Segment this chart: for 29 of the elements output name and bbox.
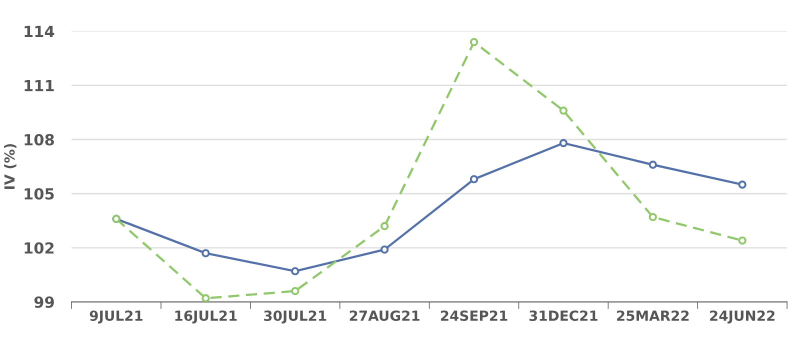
- point: [470, 175, 478, 184]
- point: [559, 106, 568, 115]
- y-tick-label: 114: [24, 26, 54, 38]
- y-tick-label: 105: [24, 188, 54, 200]
- y-tick-label: 108: [24, 134, 54, 146]
- x-tick-label: 24SEP21: [440, 310, 508, 321]
- x-tick-label: 27AUG21: [350, 310, 420, 321]
- x-tick-label: 25MAR22: [617, 310, 689, 321]
- x-tick-label: 24JUN22: [710, 310, 774, 324]
- point: [470, 38, 478, 46]
- point: [738, 236, 746, 245]
- y-tick-label: 102: [24, 242, 54, 254]
- point: [202, 294, 210, 302]
- point: [380, 222, 389, 230]
- y-tick-label: 111: [24, 80, 54, 92]
- point: [202, 249, 210, 258]
- y-axis-title: IV (%): [4, 144, 16, 189]
- y-tick-label: 99: [34, 296, 54, 308]
- x-tick-label: 9JUL21: [90, 310, 142, 324]
- point: [648, 160, 657, 169]
- point: [738, 180, 746, 189]
- x-tick-label: 31DEC21: [529, 310, 598, 321]
- point: [559, 139, 568, 148]
- point: [291, 286, 300, 296]
- point: [380, 245, 389, 254]
- x-tick-label: 16JUL21: [175, 310, 237, 324]
- point: [291, 267, 300, 276]
- x-tick-label: 30JUL21: [264, 310, 326, 324]
- point: [648, 212, 657, 222]
